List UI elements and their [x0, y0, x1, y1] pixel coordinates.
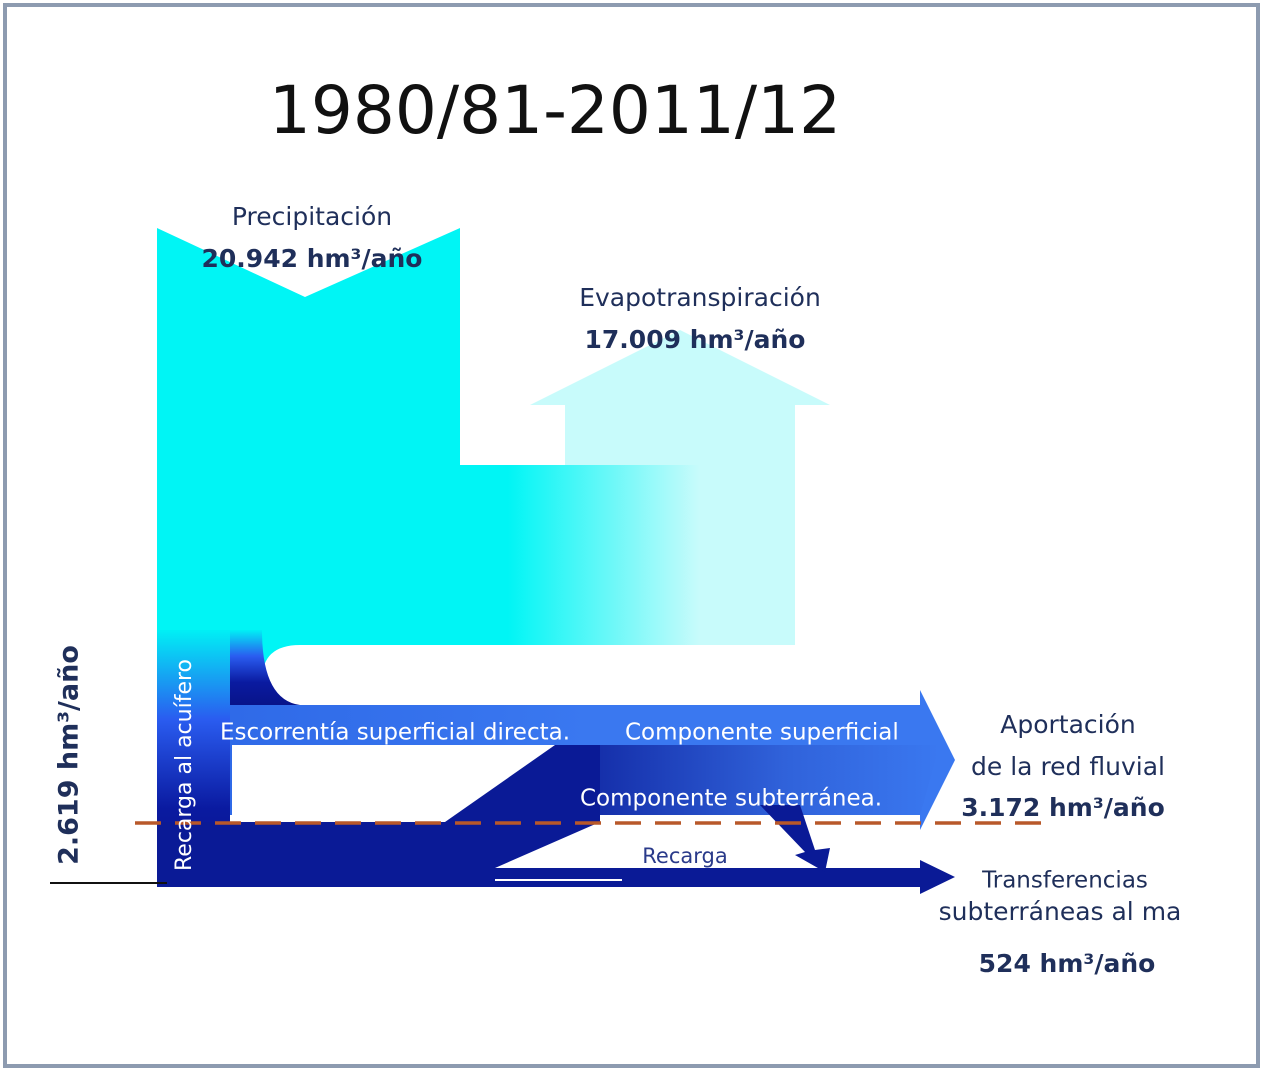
- runoff-label: Escorrentía superficial directa.: [220, 720, 570, 746]
- precipitation-flow: [157, 228, 795, 885]
- recharge-corner: [230, 630, 300, 705]
- river-label-1: Aportación: [1000, 710, 1136, 739]
- groundwater-label: Componente subterránea.: [580, 786, 882, 812]
- river-value: 3.172 hm³/año: [961, 793, 1165, 822]
- sea-label-2: subterráneas al ma: [939, 897, 1182, 926]
- recharge-arrow: [760, 805, 830, 872]
- corner-notch: [460, 440, 530, 465]
- sea-transfer-arrow: [157, 822, 955, 894]
- groundwater-component: [555, 745, 940, 815]
- aquifer-value: 2.619 hm³/año: [54, 645, 85, 865]
- precipitation-label: Precipitación: [232, 202, 392, 231]
- recharge-label: Recarga: [642, 844, 727, 868]
- groundwater-diagonal: [445, 745, 600, 822]
- frame: [3, 3, 1260, 1068]
- evapotranspiration-label: Evapotranspiración: [579, 283, 821, 312]
- surface-component-label: Componente superficial: [625, 720, 899, 746]
- precipitation-value: 20.942 hm³/año: [202, 244, 423, 273]
- river-label-2: de la red fluvial: [971, 752, 1165, 781]
- sea-label-1: Transferencias: [981, 868, 1148, 894]
- evapotranspiration-value: 17.009 hm³/año: [585, 325, 806, 354]
- sea-value: 524 hm³/año: [979, 949, 1156, 978]
- aquifer-label: Recarga al acuífero: [172, 659, 197, 871]
- title: 1980/81-2011/12: [269, 72, 841, 149]
